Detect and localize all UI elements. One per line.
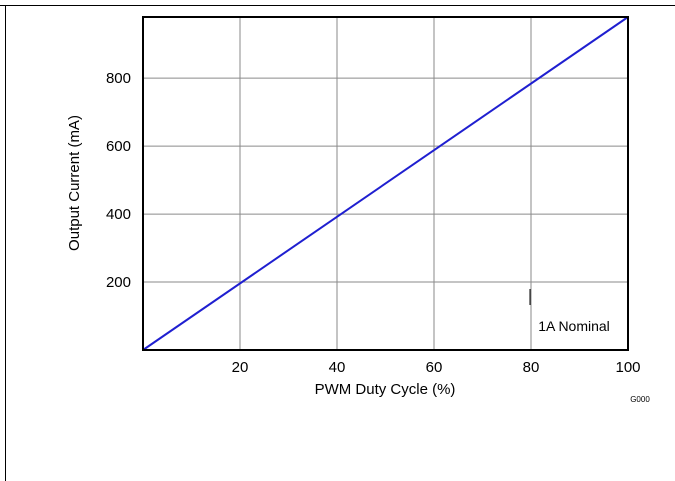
y-tick-label: 200 [106, 274, 131, 291]
y-tick-label: 800 [106, 70, 131, 87]
x-tick-label: 40 [329, 359, 346, 376]
plot-area [142, 16, 629, 351]
annotation-label: 1A Nominal [538, 318, 610, 334]
x-tick-label: 100 [615, 359, 640, 376]
series-line [142, 16, 629, 351]
grid-lines [143, 17, 628, 350]
x-tick-label: 80 [523, 359, 540, 376]
y-tick-label: 600 [106, 138, 131, 155]
tick-labels: 20 40 60 80 100 200 400 600 800 [106, 70, 641, 376]
y-tick-label: 400 [106, 206, 131, 223]
x-tick-label: 60 [426, 359, 443, 376]
x-axis-label: PWM Duty Cycle (%) [315, 381, 456, 398]
figure-id: G000 [630, 395, 650, 404]
y-axis-label: Output Current (mA) [66, 115, 83, 251]
x-tick-label: 20 [232, 359, 249, 376]
series-layer [142, 16, 629, 351]
